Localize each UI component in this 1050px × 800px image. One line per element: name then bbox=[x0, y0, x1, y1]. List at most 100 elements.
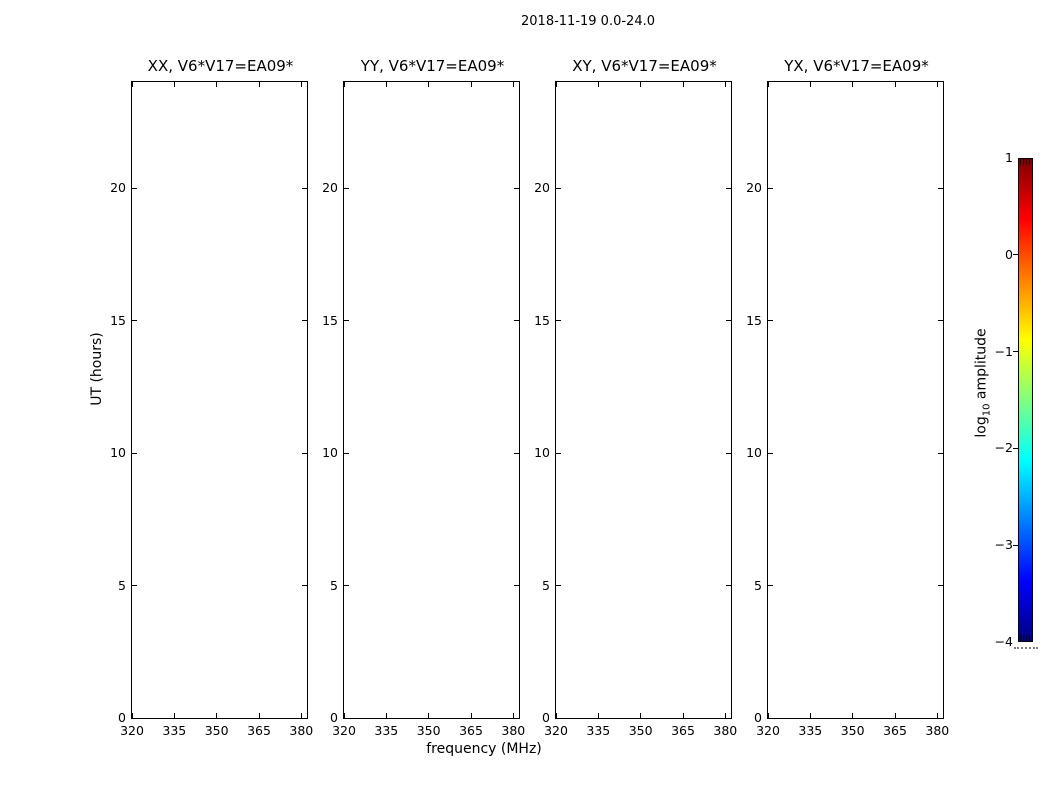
x-tick-label: 350 bbox=[840, 723, 865, 738]
x-tick-mark bbox=[216, 82, 218, 87]
y-tick-mark bbox=[726, 452, 731, 454]
x-tick-mark bbox=[173, 713, 175, 718]
x-tick-mark bbox=[343, 713, 345, 718]
y-tick-mark bbox=[344, 717, 349, 719]
x-tick-mark bbox=[597, 713, 599, 718]
y-tick-label: 0 bbox=[754, 710, 762, 725]
y-tick-mark bbox=[132, 452, 137, 454]
x-tick-label: 335 bbox=[162, 723, 187, 738]
colorbar-bottom-comb-marks bbox=[1020, 635, 1031, 641]
x-tick-mark bbox=[894, 82, 896, 87]
colorbar-tick-label: −3 bbox=[994, 537, 1013, 553]
plot-panel-4: YX, V6*V17=EA09* 320 335 350 365 380 0 5 10 15 20 bbox=[746, 57, 949, 738]
y-tick-mark bbox=[302, 187, 307, 189]
y-tick-label: 5 bbox=[330, 577, 338, 593]
x-tick-label: 335 bbox=[586, 723, 611, 738]
y-tick-mark bbox=[938, 585, 943, 586]
colorbar-tick-label: 0 bbox=[1005, 246, 1013, 262]
colorbar-tick-label: −1 bbox=[994, 343, 1013, 359]
colorbar-tick-mark bbox=[1013, 254, 1018, 256]
colorbar-label-subscript: 10 bbox=[981, 403, 993, 417]
x-tick-mark bbox=[682, 82, 684, 87]
x-tick-mark bbox=[131, 713, 133, 718]
y-tick-mark bbox=[302, 320, 307, 321]
x-tick-mark bbox=[555, 713, 557, 718]
y-tick-mark bbox=[132, 585, 137, 586]
y-tick-mark bbox=[302, 585, 307, 586]
x-tick-label: 380 bbox=[925, 723, 950, 738]
x-tick-label: 380 bbox=[713, 723, 738, 738]
y-tick-mark bbox=[514, 585, 519, 586]
y-tick-mark bbox=[514, 187, 519, 189]
x-tick-label: 320 bbox=[120, 723, 144, 738]
y-tick-mark bbox=[302, 717, 307, 719]
y-tick-mark bbox=[132, 320, 137, 321]
y-tick-mark bbox=[938, 452, 943, 454]
y-tick-mark bbox=[938, 320, 943, 321]
x-tick-mark bbox=[173, 82, 175, 87]
colorbar-tick-label: −2 bbox=[994, 440, 1013, 456]
y-tick-mark bbox=[726, 717, 731, 719]
x-tick-label: 365 bbox=[459, 723, 483, 738]
y-tick-mark bbox=[514, 320, 519, 321]
x-tick-mark bbox=[597, 82, 599, 87]
y-tick-label: 0 bbox=[118, 710, 126, 725]
y-tick-mark bbox=[768, 452, 773, 454]
x-tick-mark bbox=[343, 82, 345, 87]
plot-panel-3: XY, V6*V17=EA09* 320 335 350 365 380 0 5 10 15 20 bbox=[534, 57, 737, 738]
x-tick-label: 320 bbox=[544, 723, 568, 738]
plot-panel-1: XX, V6*V17=EA09* 320 335 350 365 380 0 5 10 15 20 bbox=[110, 57, 313, 738]
figure-title: 2018-11-19 0.0-24.0 bbox=[521, 14, 655, 29]
y-tick-mark bbox=[726, 320, 731, 321]
y-tick-mark bbox=[344, 452, 349, 454]
x-tick-mark bbox=[852, 713, 854, 718]
y-tick-mark bbox=[302, 452, 307, 454]
x-tick-label: 350 bbox=[628, 723, 653, 738]
colorbar-label-amplitude: amplitude bbox=[973, 328, 990, 404]
y-tick-label: 10 bbox=[746, 445, 762, 460]
y-tick-label: 15 bbox=[322, 312, 338, 328]
x-tick-mark bbox=[894, 713, 896, 718]
x-tick-mark bbox=[216, 713, 218, 718]
colorbar-dotted-underline bbox=[1014, 647, 1038, 649]
x-tick-mark bbox=[936, 82, 938, 87]
x-tick-mark bbox=[300, 713, 302, 718]
x-tick-mark bbox=[809, 713, 811, 718]
x-tick-label: 365 bbox=[671, 723, 695, 738]
x-tick-label: 335 bbox=[798, 723, 823, 738]
y-tick-mark bbox=[344, 585, 349, 586]
y-tick-mark bbox=[556, 187, 561, 189]
colorbar-tick-mark bbox=[1013, 351, 1018, 353]
x-tick-mark bbox=[385, 713, 387, 718]
y-tick-label: 10 bbox=[110, 445, 126, 460]
y-tick-mark bbox=[938, 717, 943, 719]
x-tick-mark bbox=[428, 713, 430, 718]
x-tick-mark bbox=[724, 713, 726, 718]
colorbar-label-log: log bbox=[973, 416, 990, 438]
y-tick-mark bbox=[132, 187, 137, 189]
y-tick-label: 0 bbox=[542, 710, 550, 725]
x-tick-label: 350 bbox=[416, 723, 441, 738]
colorbar-tick-mark bbox=[1013, 544, 1018, 546]
x-tick-mark bbox=[809, 82, 811, 87]
x-tick-mark bbox=[470, 713, 472, 718]
y-tick-mark bbox=[556, 585, 561, 586]
x-tick-mark bbox=[428, 82, 430, 87]
x-tick-mark bbox=[512, 82, 514, 87]
x-tick-mark bbox=[470, 82, 472, 87]
y-tick-mark bbox=[514, 717, 519, 719]
y-tick-mark bbox=[344, 320, 349, 321]
colorbar-top-comb-marks bbox=[1020, 159, 1031, 165]
x-tick-label: 380 bbox=[289, 723, 314, 738]
y-tick-label: 15 bbox=[534, 312, 550, 328]
x-tick-mark bbox=[385, 82, 387, 87]
panel-title: XX, V6*V17=EA09* bbox=[147, 57, 294, 75]
x-tick-mark bbox=[852, 82, 854, 87]
x-tick-mark bbox=[640, 82, 642, 87]
y-tick-mark bbox=[556, 320, 561, 321]
y-tick-label: 5 bbox=[118, 577, 126, 593]
x-tick-label: 320 bbox=[332, 723, 356, 738]
x-tick-label: 335 bbox=[374, 723, 399, 738]
y-tick-mark bbox=[556, 452, 561, 454]
